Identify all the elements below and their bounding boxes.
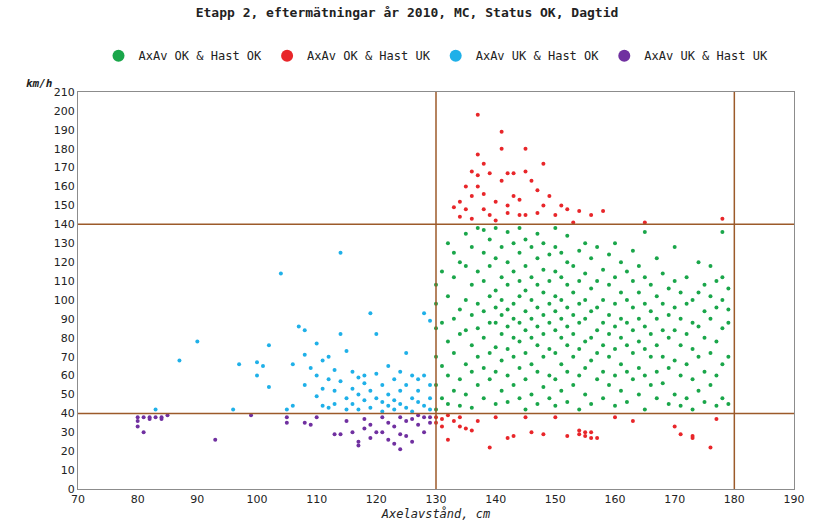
- svg-text:50: 50: [61, 388, 75, 401]
- svg-text:40: 40: [61, 407, 75, 420]
- svg-text:80: 80: [131, 493, 145, 506]
- svg-text:10: 10: [61, 464, 75, 477]
- svg-text:170: 170: [54, 161, 75, 174]
- svg-text:120: 120: [54, 256, 75, 269]
- svg-text:150: 150: [54, 199, 75, 212]
- svg-text:AxAv OK & Hast UK: AxAv OK & Hast UK: [307, 49, 431, 63]
- svg-text:170: 170: [664, 493, 685, 506]
- svg-text:210: 210: [54, 86, 75, 99]
- svg-text:180: 180: [724, 493, 745, 506]
- svg-text:140: 140: [485, 493, 506, 506]
- svg-text:70: 70: [61, 351, 75, 364]
- svg-text:100: 100: [54, 294, 75, 307]
- svg-text:110: 110: [306, 493, 327, 506]
- svg-text:0: 0: [68, 483, 75, 496]
- svg-text:130: 130: [54, 237, 75, 250]
- svg-text:Etapp 2, eftermätningar år 201: Etapp 2, eftermätningar år 2010, MC, Sta…: [196, 5, 619, 20]
- svg-text:190: 190: [784, 493, 805, 506]
- svg-text:90: 90: [190, 493, 204, 506]
- svg-text:110: 110: [54, 275, 75, 288]
- svg-text:130: 130: [426, 493, 447, 506]
- svg-text:140: 140: [54, 218, 75, 231]
- svg-text:60: 60: [61, 369, 75, 382]
- svg-text:160: 160: [605, 493, 626, 506]
- svg-text:20: 20: [61, 445, 75, 458]
- svg-text:Axelavstånd, cm: Axelavstånd, cm: [381, 506, 490, 521]
- svg-text:150: 150: [545, 493, 566, 506]
- svg-text:70: 70: [71, 493, 85, 506]
- svg-text:190: 190: [54, 124, 75, 137]
- svg-text:AxAv UK & Hast OK: AxAv UK & Hast OK: [476, 49, 600, 63]
- svg-text:90: 90: [61, 313, 75, 326]
- svg-text:AxAv UK & Hast UK: AxAv UK & Hast UK: [644, 49, 768, 63]
- svg-text:30: 30: [61, 426, 75, 439]
- svg-text:km/h: km/h: [26, 77, 53, 90]
- svg-text:180: 180: [54, 143, 75, 156]
- svg-text:120: 120: [366, 493, 387, 506]
- svg-text:200: 200: [54, 105, 75, 118]
- svg-text:100: 100: [247, 493, 268, 506]
- svg-text:80: 80: [61, 332, 75, 345]
- svg-text:160: 160: [54, 180, 75, 193]
- svg-text:AxAv OK & Hast OK: AxAv OK & Hast OK: [139, 49, 263, 63]
